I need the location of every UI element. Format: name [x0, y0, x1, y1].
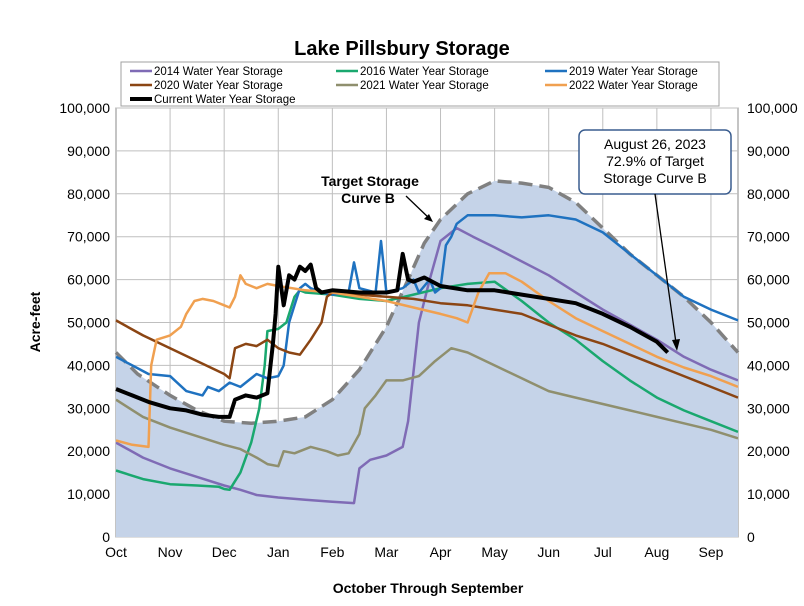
series-current-water-year-storage	[115, 251, 670, 419]
legend-label-2016-water-year-storage: 2016 Water Year Storage	[360, 66, 489, 78]
legend-label-2019-water-year-storage: 2019 Water Year Storage	[569, 66, 698, 78]
series-layer	[115, 214, 739, 505]
x-tick-label: May	[481, 544, 507, 560]
target-curve-label-line1: Target Storage	[321, 173, 419, 189]
y-tick-label-left: 40,000	[67, 357, 110, 373]
series-2022-water-year-storage	[115, 271, 739, 449]
x-tick-label: Feb	[320, 544, 344, 560]
callout-line2: 72.9% of Target	[606, 153, 704, 169]
x-tick-label: Aug	[644, 544, 669, 560]
legend-label-2022-water-year-storage: 2022 Water Year Storage	[569, 80, 698, 92]
legend-label-current-water-year-storage: Current Water Year Storage	[154, 94, 295, 106]
series-2019-water-year-storage	[115, 214, 739, 397]
x-tick-label: Apr	[430, 544, 452, 560]
callout-line3: Storage Curve B	[603, 170, 707, 186]
legend-label-2020-water-year-storage: 2020 Water Year Storage	[154, 80, 283, 92]
y-tick-label-right: 30,000	[747, 400, 790, 416]
legend-label-2014-water-year-storage: 2014 Water Year Storage	[154, 66, 283, 78]
x-axis: Oct Nov Dec Jan Feb Mar Apr May Jun Jul Aug Sep	[105, 544, 724, 560]
callout-pointer-head	[672, 339, 680, 351]
y-tick-label-right: 80,000	[747, 186, 790, 202]
target-curve-pointer-head	[424, 214, 433, 222]
x-tick-label: Nov	[158, 544, 183, 560]
y-tick-label-right: 60,000	[747, 272, 790, 288]
series-2016-water-year-storage	[115, 280, 739, 492]
target-curve-label-line2: Curve B	[341, 190, 395, 206]
y-tick-label-right: 100,000	[747, 100, 798, 116]
y-axis-label: Acre-feet	[27, 291, 43, 352]
y-tick-label-left: 20,000	[67, 443, 110, 459]
target-storage-area	[116, 180, 738, 537]
callout-pointer	[654, 193, 677, 344]
y-tick-label-right: 10,000	[747, 486, 790, 502]
series-2020-water-year-storage	[115, 291, 739, 399]
target-curve-pointer	[405, 195, 431, 220]
y-tick-label-right: 20,000	[747, 443, 790, 459]
x-tick-label: Jul	[594, 544, 612, 560]
y-tick-label-right: 50,000	[747, 315, 790, 331]
x-tick-label: Sep	[698, 544, 723, 560]
legend-label-2021-water-year-storage: 2021 Water Year Storage	[360, 80, 489, 92]
y-tick-label-right: 0	[747, 529, 755, 545]
y-axis-left: 0 10,000 20,000 30,000 40,000 50,000 60,000 70,…	[59, 100, 110, 545]
y-axis-right: 0 10,000 20,000 30,000 40,000 50,000 60,000 70,…	[747, 100, 798, 545]
y-tick-label-left: 60,000	[67, 272, 110, 288]
callout-line1: August 26, 2023	[604, 136, 706, 152]
y-tick-label-right: 40,000	[747, 357, 790, 373]
chart-title: Lake Pillsbury Storage	[294, 38, 510, 60]
y-tick-label-left: 0	[102, 529, 110, 545]
y-tick-label-left: 30,000	[67, 400, 110, 416]
y-tick-label-left: 80,000	[67, 186, 110, 202]
y-tick-label-left: 10,000	[67, 486, 110, 502]
y-tick-label-left: 100,000	[59, 100, 110, 116]
y-tick-label-right: 90,000	[747, 143, 790, 159]
x-axis-label: October Through September	[333, 580, 524, 596]
legend: 2014 Water Year Storage 2016 Water Year S…	[130, 66, 698, 106]
x-tick-label: Dec	[212, 544, 237, 560]
x-tick-label: Jun	[537, 544, 560, 560]
x-tick-label: Jan	[267, 544, 290, 560]
x-tick-label: Mar	[374, 544, 398, 560]
y-tick-label-left: 70,000	[67, 229, 110, 245]
y-tick-label-left: 90,000	[67, 143, 110, 159]
legend-box	[120, 61, 720, 107]
series-2021-water-year-storage	[115, 346, 739, 468]
y-tick-label-right: 70,000	[747, 229, 790, 245]
y-tick-label-left: 50,000	[67, 315, 110, 331]
x-tick-label: Oct	[105, 544, 127, 560]
